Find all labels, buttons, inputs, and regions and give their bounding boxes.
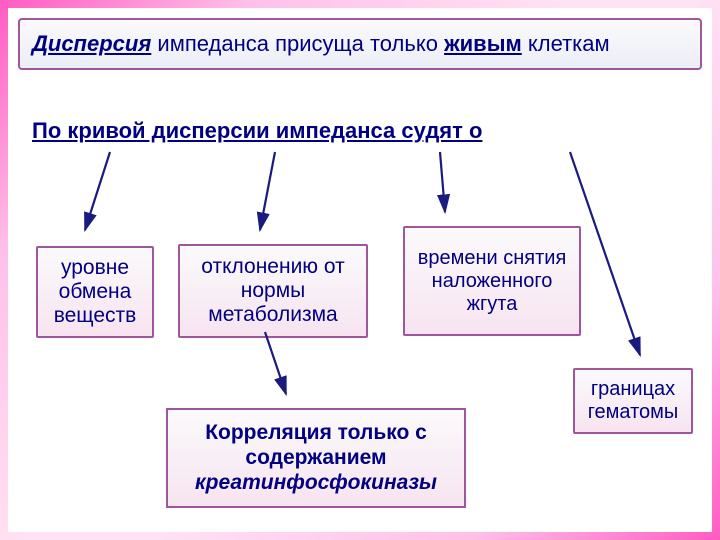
node-label: уровне обмена веществ [46, 256, 144, 328]
node-hematoma-bounds: границах гематомы [573, 368, 693, 434]
node-label: отклонению от нормы метаболизма [188, 255, 358, 327]
node-tourniquet-time: времени снятия наложенного жгута [403, 226, 581, 336]
title-keyword-1: Дисперсия [32, 31, 151, 56]
subtitle-text: По кривой дисперсии импеданса судят о [32, 118, 482, 144]
correlation-box: Корреляция только с содержанием креатинф… [166, 408, 466, 508]
node-metabolism-level: уровне обмена веществ [36, 246, 154, 338]
node-label: времени снятия наложенного жгута [413, 247, 571, 316]
node-label: границах гематомы [583, 378, 683, 424]
title-mid: импеданса присуща только [151, 31, 444, 56]
corr-line3: креатинфосфокиназы [195, 471, 437, 494]
corr-line2: содержанием [245, 446, 386, 469]
title-keyword-2: живым [444, 31, 522, 56]
content-frame: Дисперсия импеданса присуща только живым… [8, 8, 712, 532]
node-metabolism-deviation: отклонению от нормы метаболизма [178, 244, 368, 338]
title-box: Дисперсия импеданса присуща только живым… [18, 18, 702, 70]
corr-line1: Корреляция только с [205, 421, 427, 444]
title-tail: клеткам [522, 31, 610, 56]
